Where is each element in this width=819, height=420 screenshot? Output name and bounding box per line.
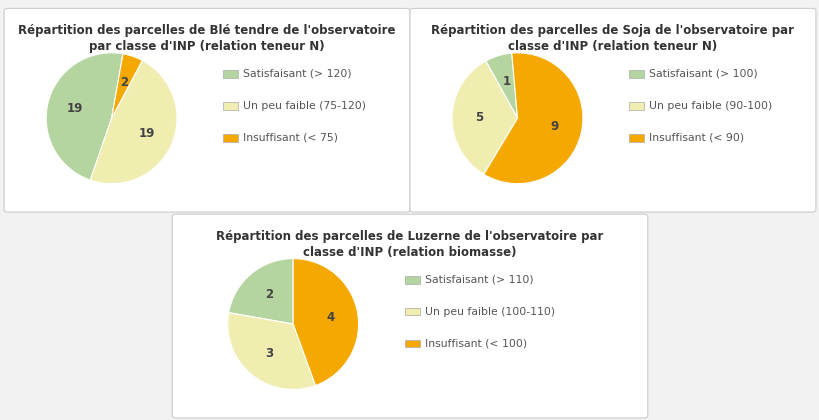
Text: 2: 2 xyxy=(120,76,128,89)
Text: 19: 19 xyxy=(66,102,83,115)
Text: 9: 9 xyxy=(550,120,558,133)
Text: Insuffisant (< 100): Insuffisant (< 100) xyxy=(424,339,527,349)
Text: Insuffisant (< 75): Insuffisant (< 75) xyxy=(242,133,337,143)
Text: par classe d'INP (relation teneur N): par classe d'INP (relation teneur N) xyxy=(89,40,324,53)
Text: 2: 2 xyxy=(265,289,273,302)
Wedge shape xyxy=(485,53,517,118)
Text: 5: 5 xyxy=(475,111,483,124)
Text: Satisfaisant (> 120): Satisfaisant (> 120) xyxy=(242,69,351,79)
Wedge shape xyxy=(228,312,315,389)
Text: 19: 19 xyxy=(138,127,155,140)
Text: Un peu faible (75-120): Un peu faible (75-120) xyxy=(242,101,365,111)
Text: Répartition des parcelles de Luzerne de l'observatoire par: Répartition des parcelles de Luzerne de … xyxy=(216,230,603,243)
Text: classe d'INP (relation biomasse): classe d'INP (relation biomasse) xyxy=(303,246,516,259)
Wedge shape xyxy=(111,54,143,118)
Text: Un peu faible (100-110): Un peu faible (100-110) xyxy=(424,307,554,317)
Wedge shape xyxy=(293,259,358,386)
Text: Un peu faible (90-100): Un peu faible (90-100) xyxy=(648,101,771,111)
Wedge shape xyxy=(483,53,582,184)
Wedge shape xyxy=(90,60,177,184)
Text: 1: 1 xyxy=(502,76,510,89)
Text: Satisfaisant (> 110): Satisfaisant (> 110) xyxy=(424,275,533,285)
Text: Satisfaisant (> 100): Satisfaisant (> 100) xyxy=(648,69,757,79)
Wedge shape xyxy=(451,61,517,174)
Text: 3: 3 xyxy=(265,346,273,360)
Text: Répartition des parcelles de Soja de l'observatoire par: Répartition des parcelles de Soja de l'o… xyxy=(431,24,794,37)
Text: Répartition des parcelles de Blé tendre de l'observatoire: Répartition des parcelles de Blé tendre … xyxy=(18,24,396,37)
Text: Insuffisant (< 90): Insuffisant (< 90) xyxy=(648,133,743,143)
Text: classe d'INP (relation teneur N): classe d'INP (relation teneur N) xyxy=(508,40,717,53)
Wedge shape xyxy=(229,259,293,324)
Wedge shape xyxy=(46,53,123,180)
Text: 4: 4 xyxy=(326,311,334,324)
